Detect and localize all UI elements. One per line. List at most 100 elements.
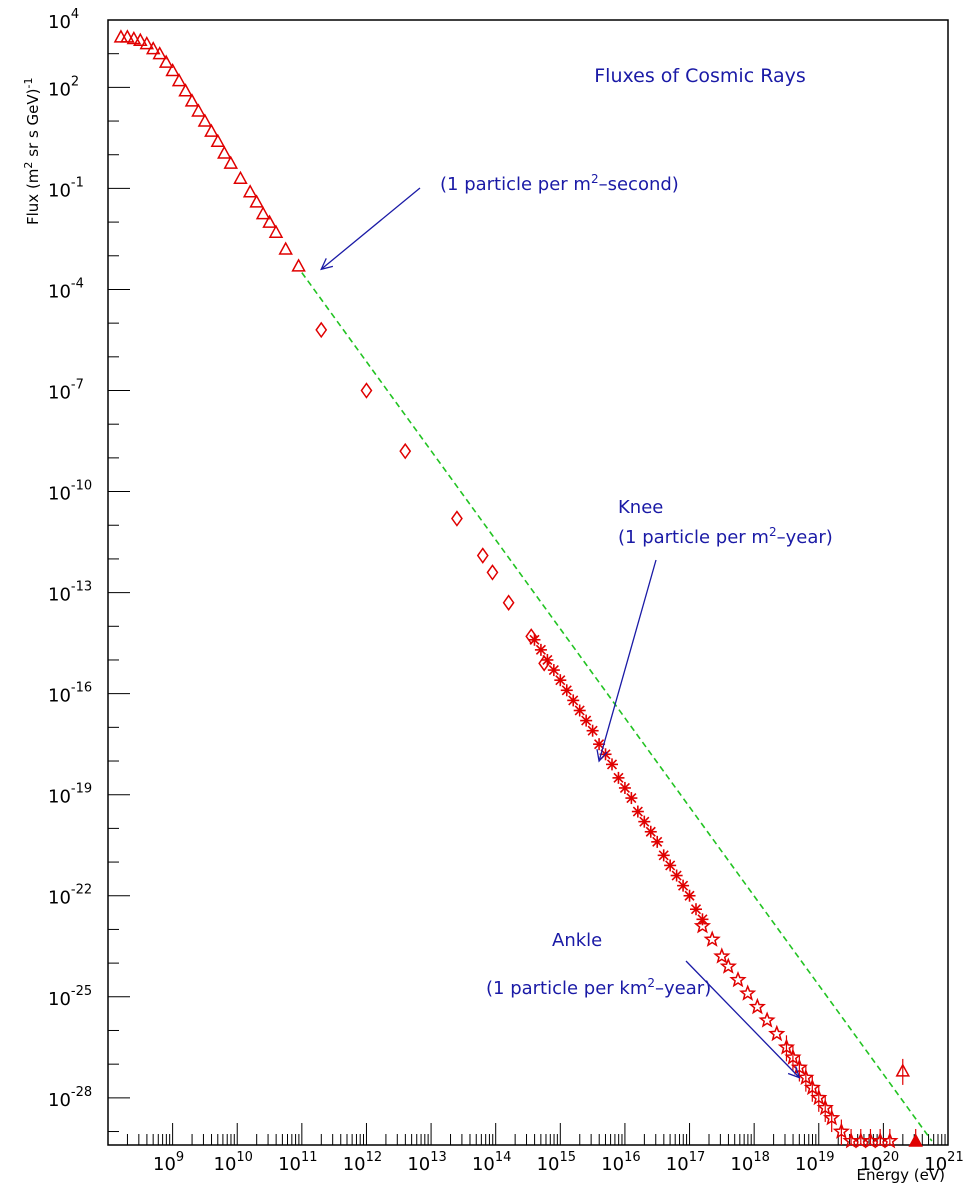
data-point-triangle xyxy=(242,184,258,198)
data-point-star xyxy=(586,724,599,737)
data-point-triangle xyxy=(197,113,213,127)
annotation-arrowhead xyxy=(787,1066,801,1079)
y-tick-label: 10-22 xyxy=(48,883,92,909)
data-point-star xyxy=(612,771,625,784)
data-point-triangle xyxy=(152,46,167,60)
data-point-triangle xyxy=(223,155,239,169)
data-point-star xyxy=(606,758,618,771)
x-tick-label: 1013 xyxy=(407,1150,446,1175)
data-point-star xyxy=(593,738,606,751)
annotation-arrowhead xyxy=(596,749,608,763)
x-tick-label: 1015 xyxy=(537,1150,576,1175)
x-axis-title: Energy (eV) xyxy=(857,1166,945,1184)
data-point-star xyxy=(541,653,554,666)
data-point-star xyxy=(625,792,638,805)
data-point-triangle xyxy=(133,32,148,46)
data-point-triangle xyxy=(145,41,161,55)
x-tick-label: 1011 xyxy=(278,1150,317,1175)
data-point-star xyxy=(573,704,586,717)
data-point-star-open xyxy=(803,1078,821,1096)
annotation-arrow xyxy=(598,559,657,762)
y-tick-label: 10-10 xyxy=(48,479,92,505)
data-point-star-open xyxy=(719,957,738,974)
data-point-triangle xyxy=(184,93,200,107)
annotation-arrow xyxy=(320,187,421,270)
data-point-star-open xyxy=(713,947,731,964)
y-tick-label: 10-4 xyxy=(48,276,84,302)
data-point-star-open xyxy=(693,917,712,934)
y-tick-label: 10-13 xyxy=(48,580,92,606)
annotation-arrow xyxy=(685,960,800,1079)
data-point-star-open xyxy=(797,1068,815,1086)
data-point-triangle xyxy=(120,29,135,43)
data-points xyxy=(113,29,923,1149)
data-point-star-open xyxy=(777,1038,796,1055)
data-point-diamond xyxy=(502,594,515,611)
x-tick-label: 1017 xyxy=(666,1150,705,1175)
data-point-diamond xyxy=(486,564,499,581)
data-point-star xyxy=(644,825,657,838)
y-tick-label: 10-16 xyxy=(48,681,92,707)
data-point-star-open xyxy=(832,1122,850,1139)
x-axis xyxy=(107,1123,946,1145)
data-point-star xyxy=(677,879,690,892)
data-point-triangle xyxy=(178,83,193,97)
x-tick-label: 109 xyxy=(153,1150,184,1175)
y-tick-labels: 104 102 10-1 10-4 10-7 10-10 10-13 10-16 10-19 10… xyxy=(48,7,92,1111)
data-point-triangle xyxy=(204,123,219,137)
annotation-text: (1 particle per m2–year) xyxy=(618,525,833,548)
data-point-star xyxy=(560,684,573,697)
data-point-star xyxy=(534,643,547,656)
x-tick-label: 1019 xyxy=(795,1150,834,1175)
annotation-text: Ankle xyxy=(552,930,602,951)
y-tick-label: 10-7 xyxy=(48,378,84,404)
annotation-text: Knee xyxy=(618,497,663,518)
x-tick-label: 1014 xyxy=(472,1150,511,1175)
annotation-text: (1 particle per m2–second) xyxy=(440,172,679,195)
data-point-triangle xyxy=(262,214,277,228)
data-point-star xyxy=(631,805,644,818)
y-axis xyxy=(108,19,130,1133)
data-point-star-open xyxy=(790,1058,808,1075)
y-tick-label: 10-1 xyxy=(48,175,84,201)
data-point-triangle xyxy=(126,30,142,45)
data-point-triangle xyxy=(139,36,155,50)
data-point-star xyxy=(683,889,696,902)
y-tick-label: 10-25 xyxy=(48,984,92,1010)
data-point-diamond xyxy=(451,510,463,527)
data-point-triangle xyxy=(217,145,232,159)
data-point-star-open xyxy=(703,930,721,947)
x-tick-labels: 109 1010 1011 1012 1013 1014 1015 1016 1017 1018 1… xyxy=(153,1150,964,1175)
annotation-arrowhead xyxy=(320,258,334,271)
data-point-triangle xyxy=(165,62,180,77)
x-tick-label: 1021 xyxy=(924,1150,963,1175)
data-point-diamond xyxy=(399,442,412,460)
data-point-triangle xyxy=(291,258,306,272)
data-point-diamond xyxy=(315,321,328,339)
data-point-star xyxy=(657,849,670,862)
data-point-triangle xyxy=(158,54,174,68)
y-tick-label: 102 xyxy=(48,74,79,100)
reference-line xyxy=(301,272,933,1142)
data-point-triangle xyxy=(268,224,284,238)
data-point-triangle xyxy=(191,103,206,117)
y-tick-label: 104 xyxy=(48,7,79,33)
data-point-star-open xyxy=(758,1011,776,1028)
y-axis-title: Flux (m2 sr s GeV)-1 xyxy=(22,78,42,225)
data-point-star xyxy=(670,869,683,882)
x-tick-label: 1012 xyxy=(343,1150,382,1175)
data-point-triangle xyxy=(233,170,248,185)
data-point-triangle xyxy=(895,1063,911,1077)
data-point-star xyxy=(690,903,702,916)
data-point-star-open xyxy=(881,1131,899,1149)
data-point-star-open xyxy=(823,1109,841,1126)
chart-title: Fluxes of Cosmic Rays xyxy=(594,65,806,87)
data-point-triangle xyxy=(255,206,271,220)
data-point-star-open xyxy=(739,984,757,1001)
data-point-star xyxy=(580,714,593,727)
data-point-triangle xyxy=(278,241,293,255)
plot-frame xyxy=(107,19,949,1146)
annotations: (1 particle per m2–second) Knee (1 particl… xyxy=(320,172,833,1079)
data-point-diamond xyxy=(360,382,373,399)
